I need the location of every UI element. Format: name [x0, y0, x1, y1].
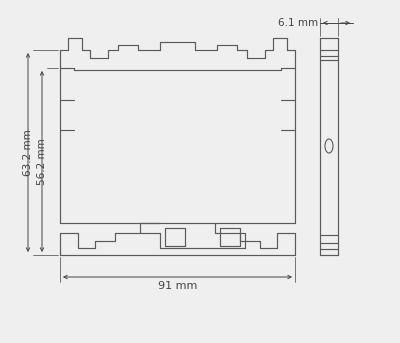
Text: 63.2 mm: 63.2 mm: [23, 129, 33, 176]
Text: 56.2 mm: 56.2 mm: [37, 138, 47, 185]
Text: 6.1 mm: 6.1 mm: [278, 18, 318, 28]
Text: 91 mm: 91 mm: [158, 281, 197, 291]
